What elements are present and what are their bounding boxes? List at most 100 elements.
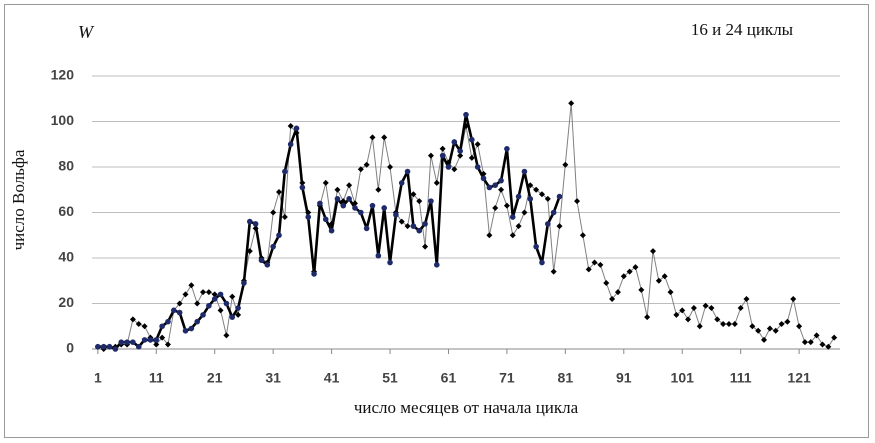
point-marker [171,307,177,314]
point-marker [679,307,686,314]
x-tick-label: 51 [382,370,398,386]
point-marker [790,295,797,302]
y-tick-label: 0 [66,340,74,356]
point-marker [603,280,610,287]
point-marker [474,164,481,170]
point-marker [801,339,808,346]
point-marker [550,209,557,216]
point-marker [655,277,662,284]
point-marker [95,343,101,350]
point-marker [463,123,469,130]
point-marker [176,300,183,307]
point-marker [100,343,107,350]
point-marker [328,227,335,234]
x-tick-label: 41 [324,370,340,386]
y-tick-label: 20 [58,294,74,310]
point-marker [322,179,329,186]
point-marker [293,125,300,132]
point-marker [387,164,394,170]
point-marker [106,343,113,350]
point-marker [609,295,616,302]
point-marker [503,202,510,209]
point-marker [451,166,458,173]
point-marker [422,243,429,250]
x-tick-label: 31 [265,370,281,386]
point-marker [229,314,236,320]
point-marker [264,262,271,268]
point-marker [515,193,522,200]
point-marker [135,320,142,327]
point-marker [188,282,195,289]
point-marker [696,323,703,330]
chart-border [4,4,869,438]
chart-title: 16 и 24 циклы [691,20,794,39]
x-tick-label: 101 [671,370,695,386]
point-marker [527,182,534,189]
point-marker [527,196,534,202]
point-marker [562,161,569,168]
point-marker [235,311,242,318]
point-marker [129,316,136,323]
point-marker [498,186,505,193]
point-marker [433,262,440,268]
point-marker [579,232,586,239]
point-marker [761,336,768,343]
y-tick-label: 40 [58,249,74,265]
x-tick-label: 111 [730,370,752,386]
point-marker [276,232,282,239]
point-marker [474,141,481,148]
point-marker [451,139,458,145]
point-marker [410,223,417,229]
y-tick-label: 120 [51,67,75,83]
point-marker [211,296,218,302]
point-marker [766,325,773,332]
x-tick-label: 121 [787,370,811,386]
point-marker [211,291,218,298]
point-marker [287,123,294,130]
point-marker [194,318,200,325]
point-marker [369,202,376,209]
point-marker [416,227,423,234]
point-marker [118,339,125,345]
point-marker [404,168,411,175]
point-marker [445,164,452,170]
point-marker [597,261,604,268]
point-marker [398,180,405,186]
y-symbol: W [78,22,95,42]
point-marker [825,343,832,350]
point-marker [182,328,189,334]
x-axis-label: число месяцев от начала цикла [354,398,579,417]
point-marker [468,154,475,161]
point-marker [737,305,744,312]
point-marker [276,189,282,196]
point-marker [270,243,276,250]
point-marker [241,280,247,286]
point-marker [574,198,581,205]
point-marker [486,232,493,239]
point-marker [714,316,721,323]
point-marker [463,111,469,118]
point-marker [498,177,504,184]
point-marker [258,257,265,264]
point-marker [200,312,206,318]
point-marker [661,273,668,280]
point-marker [130,339,136,345]
point-marker [165,318,171,325]
y-tick-label: 60 [58,203,74,219]
point-marker [135,343,142,350]
point-marker [317,200,323,207]
point-marker [246,218,253,225]
point-marker [831,334,838,341]
point-marker [194,300,201,307]
point-marker [381,205,387,211]
point-marker [509,214,516,220]
point-marker [229,293,236,300]
point-marker [650,248,656,255]
point-marker [486,184,493,191]
y-axis-label: число Вольфа [9,149,28,250]
point-marker [673,311,680,318]
point-marker [217,291,224,298]
point-marker [620,273,627,280]
point-marker [282,168,288,175]
point-marker [638,286,645,293]
